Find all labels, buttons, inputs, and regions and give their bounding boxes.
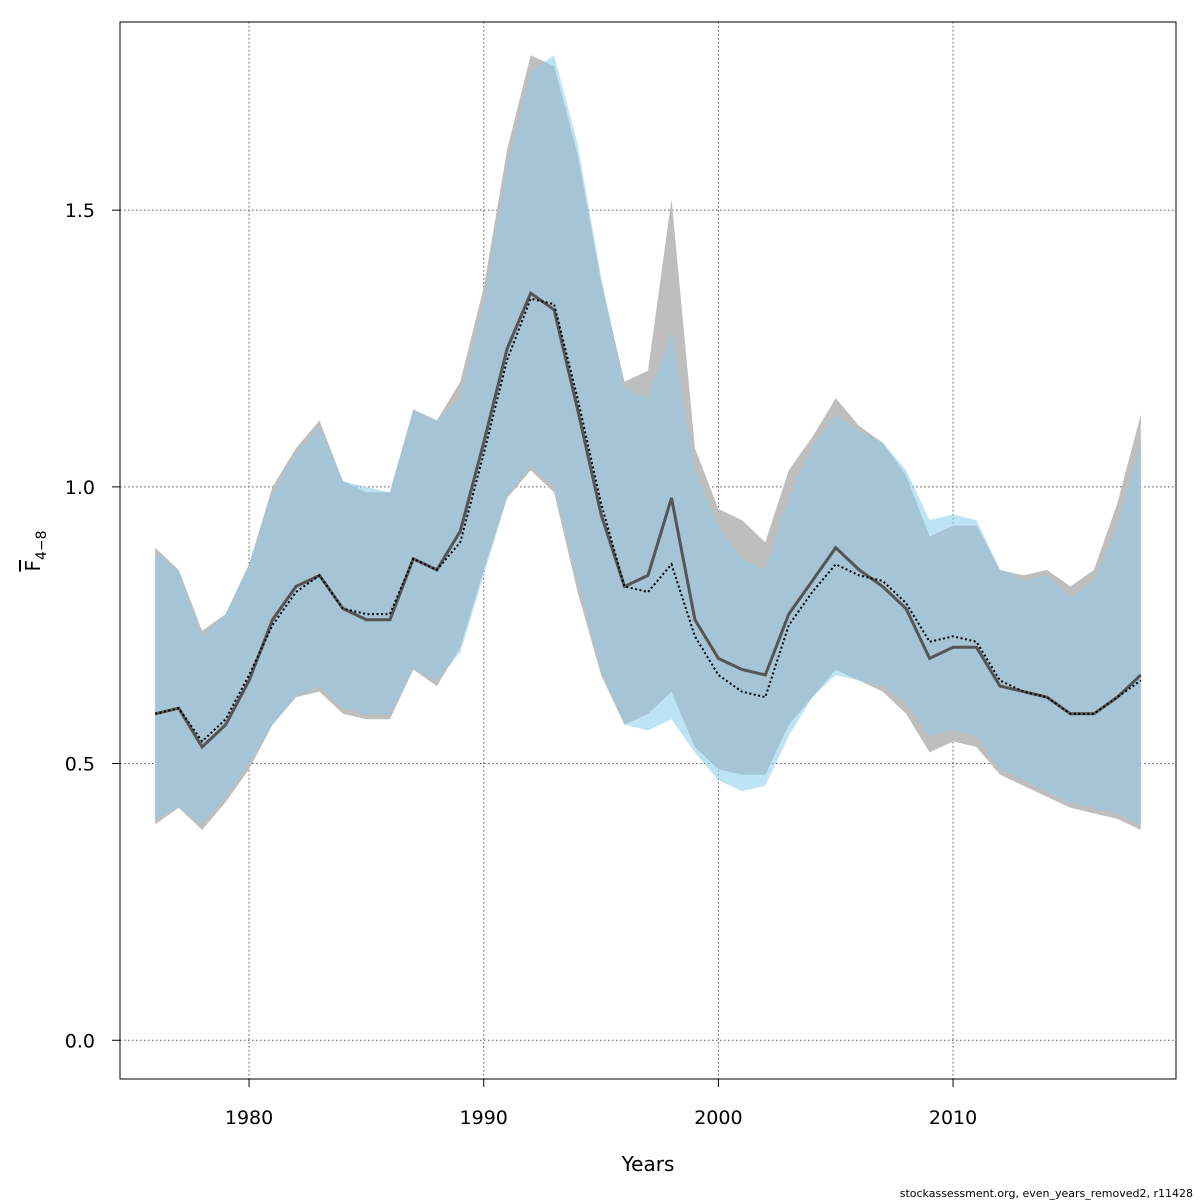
series-line-dotted: [154, 297, 1142, 743]
y-axis-title-subscript: 4−8: [34, 530, 50, 560]
confidence-band-overlap: [155, 55, 1141, 825]
plot-frame: [119, 21, 1177, 1080]
x-tick-label: 2000: [694, 1107, 742, 1129]
y-tick-label: 1.0: [65, 477, 95, 499]
svg-text:F4−8: F4−8: [21, 530, 50, 571]
confidence-bands: [155, 55, 1141, 830]
footer-note: stockassessment.org, even_years_removed2…: [900, 1187, 1193, 1200]
y-tick-label: 0.0: [65, 1030, 95, 1052]
y-axis-title: F4−8: [21, 530, 50, 571]
x-tick-label: 1980: [225, 1107, 273, 1129]
y-axis-title-base: F: [21, 560, 45, 572]
x-tick-label: 2010: [929, 1107, 977, 1129]
series-lines: [154, 290, 1142, 750]
x-tick-label: 1990: [460, 1107, 508, 1129]
y-tick-label: 1.5: [65, 200, 95, 222]
axis-ticks: 1980 1990 2000 2010 0.0 0.5 1.0 1.5: [65, 200, 977, 1129]
x-axis-title: Years: [621, 1152, 675, 1176]
y-tick-label: 0.5: [65, 754, 95, 776]
